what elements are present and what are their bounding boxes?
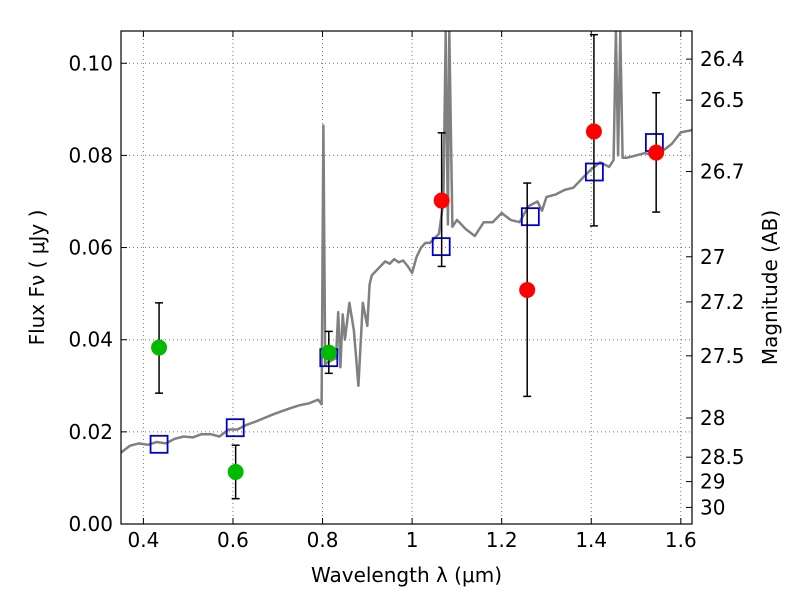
y-axis-label: Flux Fν ( μJy ) <box>25 210 49 346</box>
y-tick-label: 0.02 <box>68 420 113 444</box>
y-tick-label: 0.00 <box>68 512 113 536</box>
y-tick-label: 0.08 <box>68 143 113 167</box>
magnitude-tick-label: 27 <box>700 245 725 269</box>
magnitude-tick-label: 26.4 <box>700 47 745 71</box>
x-tick-label: 0.8 <box>307 528 339 552</box>
y-tick-label: 0.10 <box>68 51 113 75</box>
detection-point <box>433 192 450 209</box>
x-tick-label: 1.4 <box>575 528 607 552</box>
magnitude-tick-label: 27.5 <box>700 344 745 368</box>
x-tick-label: 1.6 <box>665 528 697 552</box>
grid <box>121 31 692 525</box>
model-spectrum-line <box>121 31 692 454</box>
model-photometry-square <box>225 418 245 438</box>
magnitude-tick-label: 30 <box>700 495 725 519</box>
magnitude-tick-label: 26.7 <box>700 160 745 184</box>
detection-point <box>585 123 602 140</box>
magnitude-tick-label: 29 <box>700 470 725 494</box>
low-sn-point <box>227 463 244 480</box>
x-tick-label: 1 <box>406 528 419 552</box>
x-tick-label: 0.6 <box>217 528 249 552</box>
detection-point <box>648 144 665 161</box>
model-spectrum-layer <box>121 31 692 454</box>
detection-point <box>519 281 536 298</box>
y-tick-label: 0.04 <box>68 328 113 352</box>
magnitude-tick-label: 27.2 <box>700 290 745 314</box>
plot-frame <box>120 30 693 525</box>
magnitude-tick-label: 28 <box>700 406 725 430</box>
magnitude-axis-label: Magnitude (AB) <box>758 210 782 365</box>
x-tick-label: 0.4 <box>127 528 159 552</box>
axis-ticks: 0.4 0.6 0.8 1 1.2 1.4 1.6 0.00 0.02 0.04 0.06 0.08 0… <box>68 31 745 552</box>
x-axis-label: Wavelength λ (μm) <box>311 563 502 587</box>
y-tick-label: 0.06 <box>68 236 113 260</box>
low-sn-point <box>320 344 337 361</box>
magnitude-tick-label: 26.5 <box>700 88 745 112</box>
model-photometry-square <box>149 434 169 454</box>
model-photometry-square <box>520 207 540 227</box>
magnitude-tick-label: 28.5 <box>700 445 745 469</box>
low-sn-point <box>151 339 168 356</box>
x-tick-label: 1.2 <box>486 528 518 552</box>
data-marks <box>149 33 665 500</box>
